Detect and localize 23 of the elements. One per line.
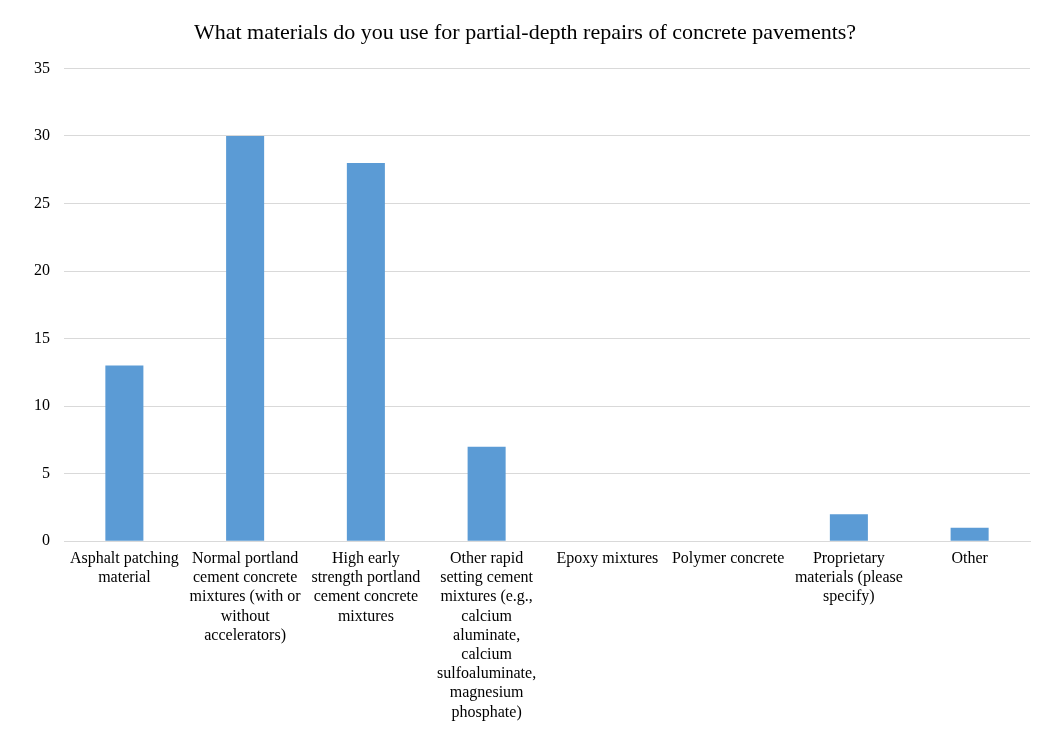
bar <box>950 527 989 541</box>
bar <box>346 162 385 541</box>
bar <box>105 365 144 541</box>
x-tick-label: Epoxy mixtures <box>556 549 659 567</box>
x-tick-label: Normal portland cement concrete mixtures (with or without accelerators) <box>189 549 302 644</box>
y-tick-label: 15 <box>34 328 50 346</box>
y-tick-label: 35 <box>34 58 50 76</box>
y-tick-label: 25 <box>34 193 50 211</box>
x-tick-label: Other <box>951 549 989 566</box>
chart-title: What materials do you use for partial-depth repairs of concrete pavements? <box>193 18 857 44</box>
x-tick-label: Asphalt patching material <box>69 549 179 586</box>
y-tick-label: 10 <box>34 396 50 414</box>
y-tick-label: 0 <box>42 531 50 549</box>
x-tick-label: Proprietary materials (please specify) <box>794 549 903 606</box>
x-tick-label: High early strength portland cement concrete mixtures <box>311 549 421 624</box>
category-label: Other rapid setting cement mixtures (e.g., calcium aluminate, calcium sulfoaluminate, magnesium phosphate) <box>437 549 537 720</box>
y-tick-label: 20 <box>34 261 50 279</box>
y-tick-label: 30 <box>34 126 50 144</box>
bar <box>829 514 868 541</box>
bar <box>467 446 506 541</box>
y-tick-label: 5 <box>42 463 50 481</box>
x-tick-label: Polymer concrete <box>671 549 785 567</box>
bar <box>226 135 265 541</box>
